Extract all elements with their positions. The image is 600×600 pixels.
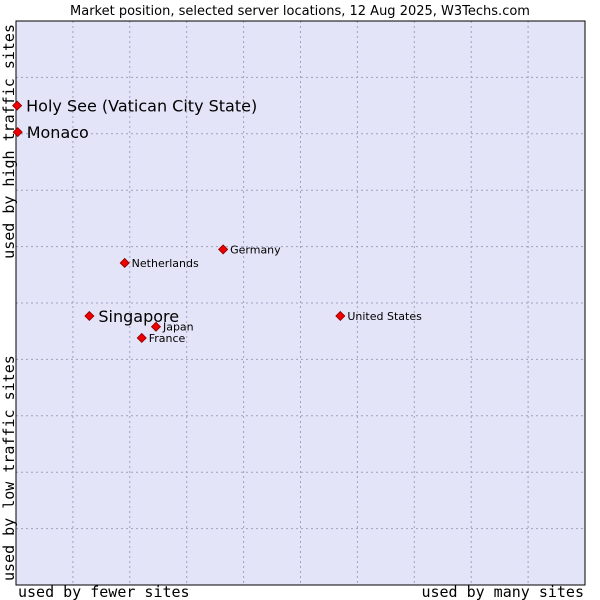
data-point-marker-united-states <box>335 310 346 322</box>
data-point-marker-germany <box>218 244 229 255</box>
plot-frame <box>15 20 586 586</box>
y-axis-label-top: used by high traffic sites <box>0 24 18 259</box>
data-point-label-united-states: United States <box>347 310 422 323</box>
data-point-marker-japan <box>150 321 162 332</box>
data-point-label-monaco: Monaco <box>27 123 89 142</box>
y-axis-label-bottom: used by low traffic sites <box>0 355 18 581</box>
data-point-marker-france <box>136 332 147 344</box>
data-point-marker-monaco <box>12 127 23 138</box>
grid-lines <box>16 21 585 585</box>
data-point-label-singapore: Singapore <box>98 307 179 326</box>
data-point-label-germany: Germany <box>230 243 281 256</box>
data-point-label-japan: Japan <box>162 321 194 334</box>
data-point-marker-holy-see-vatican-city-state <box>12 100 23 111</box>
data-point-label-netherlands: Netherlands <box>132 257 199 270</box>
data-point-marker-singapore <box>84 310 95 322</box>
data-point-label-france: France <box>149 332 186 345</box>
x-axis-label-right: used by many sites <box>421 583 584 600</box>
data-points: Holy See (Vatican City State) Monaco Germa… <box>12 97 422 345</box>
data-point-label-holy-see-vatican-city-state: Holy See (Vatican City State) <box>26 97 257 116</box>
x-axis-label-left: used by fewer sites <box>18 583 190 600</box>
data-point-marker-netherlands <box>119 257 130 269</box>
chart-title: Market position, selected server locatio… <box>70 4 530 19</box>
